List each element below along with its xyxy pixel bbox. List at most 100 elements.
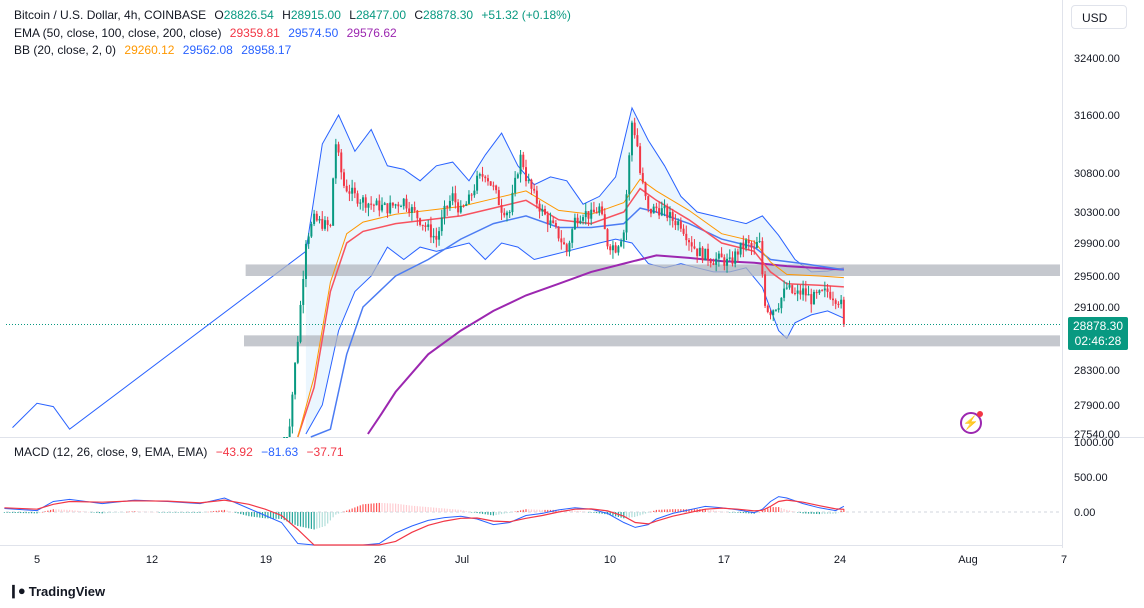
- macd-histogram-bar: [590, 512, 592, 513]
- macd-histogram-bar: [712, 510, 715, 512]
- macd-histogram-bar: [538, 509, 541, 512]
- candle: [796, 284, 799, 302]
- candle: [459, 200, 462, 214]
- candle-body: [774, 309, 777, 311]
- candle-body: [318, 218, 321, 221]
- macd-histogram-bar: [204, 512, 207, 513]
- ema-legend[interactable]: EMA (50, close, 100, close, 200, close) …: [14, 25, 402, 41]
- support-zone-1: [245, 264, 1060, 276]
- macd-legend[interactable]: MACD (12, 26, close, 9, EMA, EMA) −43.92…: [14, 444, 349, 460]
- candle: [530, 178, 533, 195]
- candle: [544, 205, 547, 216]
- macd-histogram-bar: [707, 509, 709, 512]
- bb-legend[interactable]: BB (20, close, 2, 0) 29260.12 29562.08 2…: [14, 42, 296, 58]
- macd-histogram-bar: [818, 512, 820, 515]
- candle-body: [332, 178, 335, 226]
- candle-body: [620, 241, 623, 247]
- macd-histogram-bar: [813, 512, 815, 514]
- candle-body: [476, 175, 479, 191]
- macd-histogram-bar: [66, 509, 68, 512]
- macd-histogram-bar: [498, 512, 500, 515]
- candle: [685, 225, 688, 246]
- candle: [410, 204, 413, 221]
- candle: [535, 185, 538, 209]
- macd-tick-label: 0.00: [1074, 507, 1095, 519]
- candle-body: [323, 220, 326, 229]
- candle-body: [649, 208, 652, 214]
- tradingview-logo[interactable]: ❙● TradingView: [8, 583, 105, 599]
- lightning-icon[interactable]: ⚡: [960, 412, 982, 434]
- macd-histogram-bar: [267, 512, 269, 519]
- macd-histogram-bar: [691, 509, 693, 512]
- candle: [620, 238, 623, 248]
- macd-histogram-bar: [490, 512, 492, 516]
- candle-body: [584, 211, 587, 218]
- candle-body: [840, 299, 843, 305]
- bb-legend-label: BB (20, close, 2, 0): [14, 43, 117, 57]
- candle: [734, 248, 737, 268]
- candle: [489, 181, 492, 187]
- candle-body: [728, 257, 731, 259]
- macd-histogram-bar: [14, 512, 16, 513]
- candle-body: [432, 235, 435, 238]
- candle: [641, 167, 644, 185]
- candle-body: [641, 173, 644, 183]
- candle: [764, 271, 767, 309]
- macd-histogram-bar: [44, 511, 46, 512]
- candle-body: [788, 285, 791, 288]
- macd-histogram-bar: [112, 512, 114, 513]
- candle: [742, 235, 745, 258]
- candle-body: [362, 197, 364, 203]
- macd-histogram-bar: [356, 506, 359, 512]
- candle-body: [568, 242, 571, 252]
- candle: [383, 201, 386, 206]
- candle: [554, 220, 557, 229]
- macd-histogram-bar: [737, 512, 739, 513]
- candle: [755, 236, 758, 249]
- macd-histogram-bar: [775, 507, 777, 512]
- ema-legend-label: EMA (50, close, 100, close, 200, close): [14, 26, 222, 40]
- macd-histogram-bar: [251, 512, 253, 517]
- candle: [296, 336, 299, 365]
- low-label: L: [349, 8, 356, 22]
- macd-histogram-bar: [734, 512, 736, 513]
- candle: [682, 224, 685, 236]
- macd-histogram-bar: [701, 509, 704, 512]
- macd-histogram-bar: [715, 510, 717, 512]
- macd-histogram-bar: [672, 509, 674, 512]
- currency-button[interactable]: USD: [1071, 5, 1127, 29]
- macd-histogram-bar: [202, 512, 204, 513]
- macd-histogram-bar: [663, 509, 666, 512]
- macd-histogram-bar: [547, 509, 549, 512]
- candle-body: [283, 437, 286, 438]
- candle: [391, 202, 394, 208]
- macd-histogram-bar: [579, 511, 581, 512]
- macd-histogram-bar: [139, 511, 141, 512]
- candle: [438, 226, 441, 246]
- macd-histogram-bar: [96, 512, 98, 513]
- candle-body: [419, 218, 422, 225]
- candle: [747, 235, 750, 251]
- candle: [454, 185, 457, 209]
- macd-histogram-bar: [58, 509, 60, 512]
- macd-histogram-bar: [416, 506, 418, 512]
- macd-histogram-bar: [93, 512, 95, 513]
- macd-histogram-bar: [104, 512, 106, 514]
- candle: [323, 216, 326, 231]
- macd-histogram-bar: [400, 504, 402, 512]
- macd-histogram-bar: [639, 512, 641, 516]
- candle-body: [459, 205, 462, 213]
- candle: [457, 199, 460, 217]
- macd-histogram-bar: [582, 511, 584, 512]
- macd-histogram-bar: [636, 512, 638, 517]
- candle: [815, 289, 818, 299]
- macd-histogram-bar: [212, 511, 215, 512]
- candle-body: [704, 248, 707, 261]
- macd-histogram-bar: [77, 510, 79, 512]
- candle: [413, 201, 416, 213]
- candle: [288, 418, 291, 437]
- macd-histogram-bar: [177, 512, 179, 513]
- candle: [726, 253, 729, 273]
- candle-body: [381, 204, 384, 211]
